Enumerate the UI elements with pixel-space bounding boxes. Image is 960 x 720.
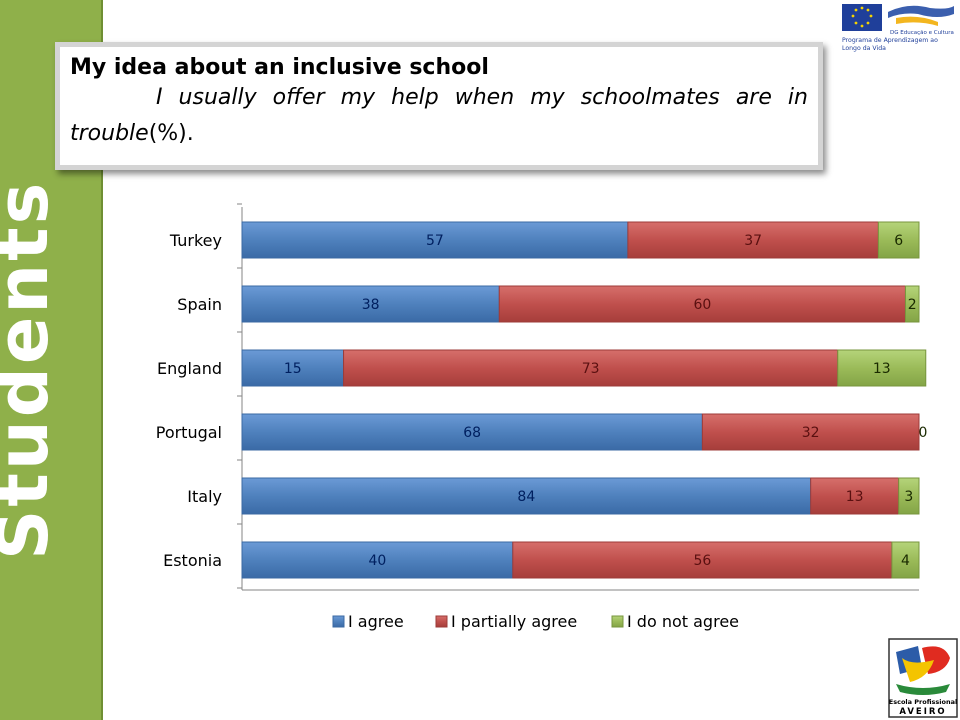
bar-segment bbox=[512, 541, 893, 579]
bar-segment bbox=[498, 285, 906, 323]
school-logo-text-2: AVEIRO bbox=[899, 707, 946, 717]
bars-layer: 57 37 6 38 60 2 15 73 13 68 32 0 84 13 3 40 56 4 bbox=[241, 221, 928, 579]
category-label: Italy bbox=[187, 487, 222, 506]
legend-label: I partially agree bbox=[451, 612, 577, 631]
escola-profissional-aveiro-logo: Escola Profissional AVEIRO bbox=[888, 638, 958, 718]
data-label: 15 bbox=[284, 361, 302, 377]
data-label: 60 bbox=[693, 297, 711, 313]
legend-label: I do not agree bbox=[627, 612, 739, 631]
data-label: 32 bbox=[802, 425, 820, 441]
category-label: Portugal bbox=[156, 423, 222, 442]
data-label: 68 bbox=[463, 425, 481, 441]
data-label: 13 bbox=[846, 489, 864, 505]
bar-segment bbox=[904, 285, 920, 323]
swoosh-icon bbox=[888, 5, 954, 18]
bar-segment bbox=[877, 221, 920, 259]
title-box: My idea about an inclusive school I usua… bbox=[55, 42, 823, 170]
bar-segment bbox=[837, 349, 927, 387]
eu-logo-text-3: Longo da Vida bbox=[842, 45, 886, 52]
legend-swatch bbox=[332, 615, 345, 628]
data-label: 6 bbox=[894, 233, 903, 249]
eu-logo-text-1: DG Educação e Cultura bbox=[890, 30, 954, 36]
data-label: 57 bbox=[426, 233, 444, 249]
bar-segment bbox=[241, 477, 812, 515]
category-label: England bbox=[157, 359, 222, 378]
bar-segment bbox=[891, 541, 920, 579]
bar-segment bbox=[701, 413, 920, 451]
data-label: 84 bbox=[517, 489, 535, 505]
bar-segment bbox=[241, 541, 514, 579]
subtitle-question: I usually offer my help when my schoolma… bbox=[70, 85, 808, 146]
category-label: Turkey bbox=[169, 231, 222, 250]
legend: I agree I partially agree I do not agree bbox=[332, 612, 739, 631]
eu-logo-text-2: Programa de Aprendizagem ao bbox=[842, 37, 938, 44]
bar-segment bbox=[343, 349, 839, 387]
data-label: 73 bbox=[582, 361, 600, 377]
subtitle-unit: (%). bbox=[148, 121, 194, 146]
bar-segment bbox=[241, 413, 703, 451]
category-label: Spain bbox=[177, 295, 222, 314]
data-label: 3 bbox=[904, 489, 913, 505]
category-label: Estonia bbox=[163, 551, 222, 570]
eu-lifelong-learning-logo: DG Educação e Cultura Programa de Aprend… bbox=[842, 4, 954, 52]
bar-segment bbox=[898, 477, 920, 515]
category-labels: Turkey Spain England Portugal Italy Estonia bbox=[156, 231, 222, 570]
legend-label: I agree bbox=[348, 612, 404, 631]
data-label: 4 bbox=[901, 553, 910, 569]
page-title: My idea about an inclusive school bbox=[70, 55, 489, 80]
data-label: 2 bbox=[908, 297, 917, 313]
bar-segment bbox=[241, 349, 345, 387]
legend-swatch bbox=[435, 615, 448, 628]
bar-segment bbox=[810, 477, 900, 515]
data-label: 56 bbox=[693, 553, 711, 569]
school-logo-text-1: Escola Profissional bbox=[889, 698, 957, 706]
data-label: 37 bbox=[744, 233, 762, 249]
data-label: 0 bbox=[919, 425, 928, 441]
data-label: 13 bbox=[873, 361, 891, 377]
data-label: 38 bbox=[362, 297, 380, 313]
data-label: 40 bbox=[368, 553, 386, 569]
page-subtitle: I usually offer my help when my schoolma… bbox=[70, 80, 808, 152]
legend-swatch bbox=[611, 615, 624, 628]
plot-frame bbox=[237, 203, 919, 591]
bar-segment bbox=[241, 221, 629, 259]
